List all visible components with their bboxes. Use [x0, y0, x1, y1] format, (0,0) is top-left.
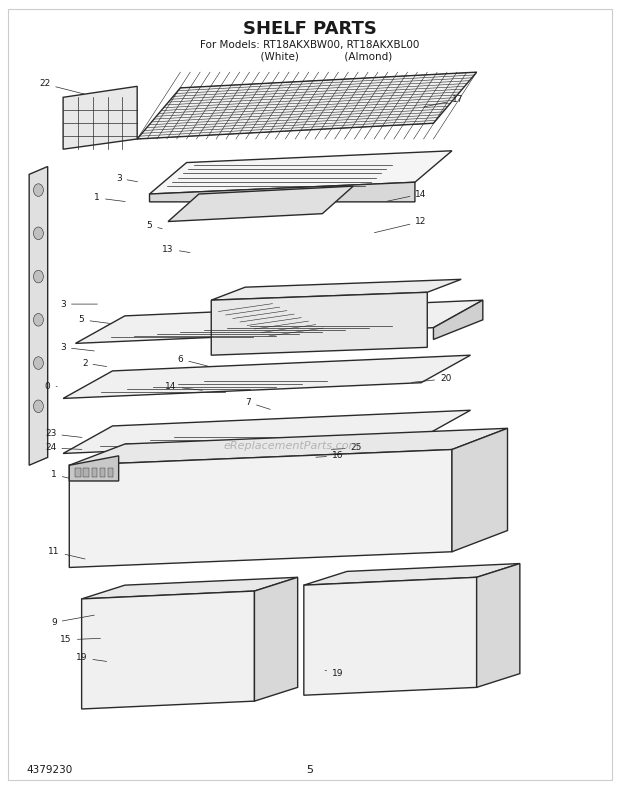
- Text: 6: 6: [177, 354, 208, 366]
- Text: 14: 14: [166, 382, 202, 391]
- Circle shape: [33, 184, 43, 196]
- Circle shape: [33, 271, 43, 282]
- Text: 15: 15: [60, 635, 100, 645]
- Text: (White)              (Almond): (White) (Almond): [228, 51, 392, 62]
- Text: 17: 17: [424, 95, 464, 107]
- Polygon shape: [211, 279, 461, 300]
- Polygon shape: [63, 410, 471, 454]
- Polygon shape: [149, 182, 415, 202]
- Polygon shape: [63, 86, 137, 149]
- Text: 24: 24: [45, 443, 82, 452]
- Polygon shape: [211, 292, 427, 355]
- Text: 25: 25: [331, 443, 362, 452]
- Text: 9: 9: [51, 615, 94, 627]
- Polygon shape: [69, 456, 118, 481]
- Polygon shape: [304, 563, 520, 585]
- Text: 22: 22: [39, 80, 104, 99]
- Polygon shape: [254, 578, 298, 701]
- Circle shape: [33, 357, 43, 369]
- Text: 12: 12: [374, 217, 427, 233]
- Polygon shape: [76, 300, 483, 343]
- Text: 13: 13: [162, 245, 190, 253]
- Bar: [84, 468, 89, 477]
- Polygon shape: [304, 578, 477, 695]
- Text: 5: 5: [147, 221, 162, 230]
- Polygon shape: [168, 186, 353, 222]
- Text: 3: 3: [60, 300, 97, 308]
- Text: 2: 2: [82, 358, 107, 368]
- Text: 3: 3: [116, 174, 138, 183]
- Text: eReplacementParts.com: eReplacementParts.com: [223, 440, 360, 451]
- Polygon shape: [69, 450, 452, 567]
- Circle shape: [33, 400, 43, 413]
- Polygon shape: [452, 428, 508, 552]
- Text: 1: 1: [51, 470, 79, 481]
- Text: 0: 0: [45, 382, 57, 391]
- Polygon shape: [149, 151, 452, 194]
- Bar: [92, 468, 97, 477]
- Polygon shape: [29, 166, 48, 466]
- Text: For Models: RT18AKXBW00, RT18AKXBL00: For Models: RT18AKXBW00, RT18AKXBL00: [200, 39, 420, 50]
- Text: 14: 14: [387, 189, 427, 201]
- Text: 20: 20: [412, 374, 451, 383]
- Text: 5: 5: [79, 316, 110, 324]
- Polygon shape: [477, 563, 520, 687]
- Text: 16: 16: [316, 451, 343, 460]
- Bar: [107, 468, 113, 477]
- Text: 11: 11: [48, 548, 85, 559]
- Polygon shape: [433, 300, 483, 339]
- Bar: [100, 468, 105, 477]
- Text: 23: 23: [45, 429, 82, 439]
- Text: 4379230: 4379230: [26, 765, 73, 776]
- Text: 7: 7: [246, 398, 270, 409]
- Polygon shape: [63, 355, 471, 398]
- Text: 1: 1: [94, 193, 125, 203]
- Text: 19: 19: [325, 669, 343, 678]
- Text: 5: 5: [306, 765, 314, 776]
- Circle shape: [33, 227, 43, 240]
- Text: 3: 3: [60, 343, 94, 352]
- Text: 19: 19: [76, 653, 107, 663]
- Bar: [76, 468, 81, 477]
- Polygon shape: [69, 428, 508, 466]
- Polygon shape: [137, 72, 477, 139]
- Text: SHELF PARTS: SHELF PARTS: [243, 20, 377, 38]
- Polygon shape: [82, 578, 298, 599]
- Polygon shape: [82, 591, 254, 709]
- Circle shape: [33, 313, 43, 326]
